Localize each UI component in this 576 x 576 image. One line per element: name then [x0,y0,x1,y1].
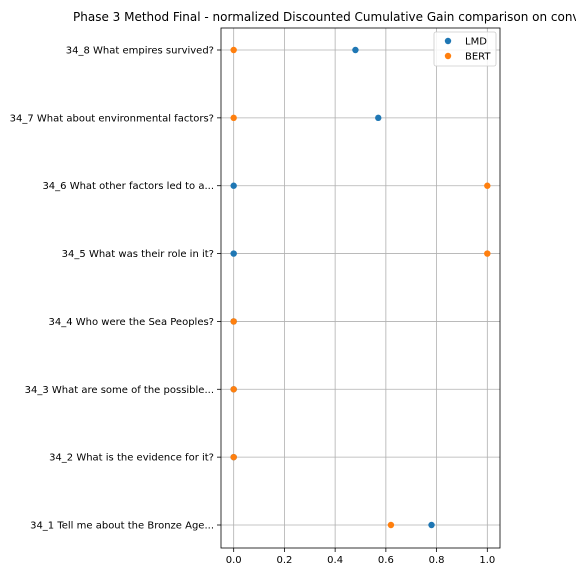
legend-marker-bert [444,52,452,60]
x-tick-label: 0.6 [378,555,394,566]
y-tick-label: 34_7 What about environmental factors? [10,113,214,124]
x-tick-label: 0.4 [327,555,343,566]
y-tick-label: 34_1 Tell me about the Bronze Age... [30,521,214,532]
point-lmd [428,521,435,529]
point-lmd [230,182,237,189]
y-tick-label: 34_5 What was their role in it? [62,249,214,260]
y-tick-label: 34_3 What are some of the possible... [25,385,214,396]
y-tick-label: 34_8 What empires survived? [66,46,214,57]
point-lmd [375,114,382,122]
y-tick-label: 34_6 What other factors led to a... [42,181,214,192]
legend-label-bert: BERT [465,52,491,63]
point-bert [230,386,237,393]
x-tick-label: 1.0 [479,555,495,566]
axes [217,27,501,552]
y-tick-label: 34_4 Who were the Sea Peoples? [49,317,214,328]
point-bert [230,46,237,54]
point-lmd [230,250,237,257]
y-tick-labels: 34_1 Tell me about the Bronze Age... 34_2… [10,46,214,532]
data-points [230,46,491,529]
y-tick-label: 34_2 What is the evidence for it? [49,453,214,464]
point-bert [484,182,491,189]
point-bert [387,521,395,529]
point-bert [230,318,237,325]
point-bert [230,453,237,461]
point-bert [484,250,491,257]
x-tick-labels: 0.0 0.2 0.4 0.6 0.8 1.0 [226,555,496,566]
x-tick-label: 0.8 [429,555,445,566]
point-bert [230,114,237,122]
plot-frame [220,27,501,549]
x-tick-label: 0.0 [226,555,242,566]
grid-lines [221,28,500,548]
point-lmd [352,46,359,54]
legend: LMD BERT [433,31,497,67]
chart-title: Phase 3 Method Final - normalized Discou… [73,10,576,24]
x-tick-label: 0.2 [276,555,292,566]
legend-marker-lmd [444,37,452,45]
legend-label-lmd: LMD [465,37,487,48]
